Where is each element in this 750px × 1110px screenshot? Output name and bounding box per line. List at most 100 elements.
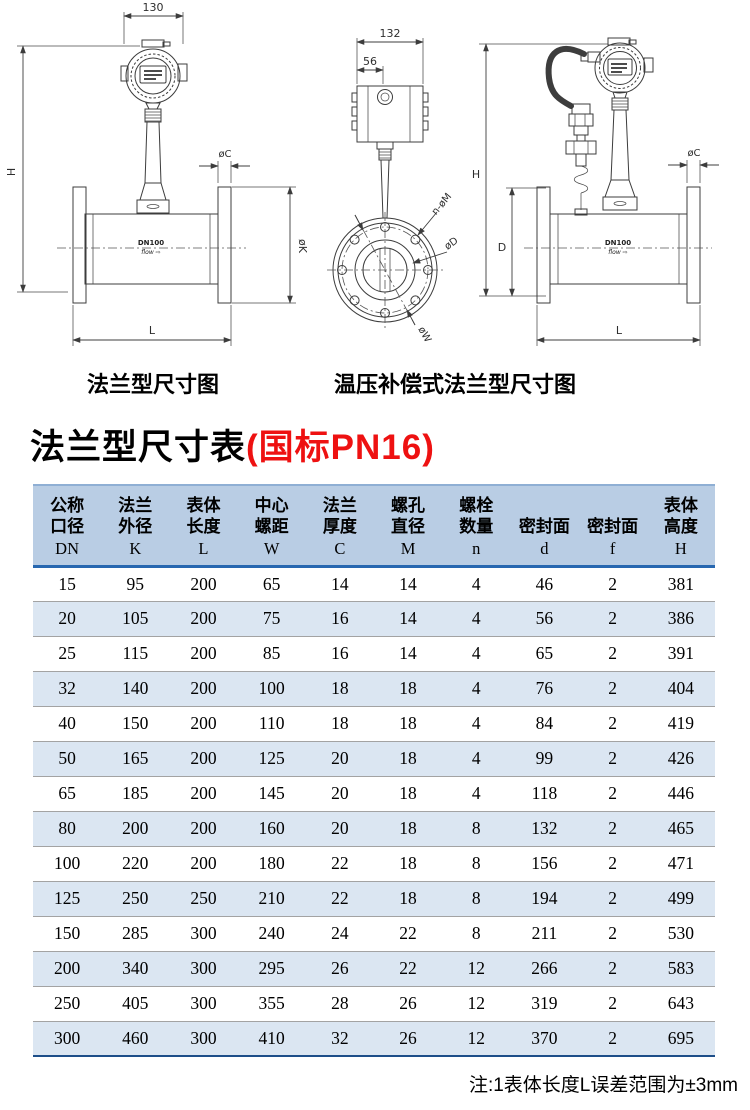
table-cell: 200 xyxy=(101,811,170,847)
cable-entry-boss xyxy=(377,89,393,105)
table-cell: 132 xyxy=(510,811,579,847)
table-cell: 140 xyxy=(101,671,170,707)
table-row: 50 165 200 125 20 18 4 99 2 426 xyxy=(33,741,715,777)
table-cell: 4 xyxy=(442,636,511,672)
table-cell: 419 xyxy=(646,706,715,742)
right-drawing-caption: 温压补偿式法兰型尺寸图 xyxy=(334,372,576,397)
table-cell: 100 xyxy=(33,846,102,882)
table-cell: 4 xyxy=(442,706,511,742)
table-cell: 2 xyxy=(578,776,647,812)
table-row: 25 115 200 85 16 14 4 65 2 391 xyxy=(33,636,715,672)
table-cell: 471 xyxy=(646,846,715,882)
table-cell: 386 xyxy=(646,601,715,637)
table-title-main: 法兰型尺寸表 xyxy=(30,428,247,467)
left-drawing-caption: 法兰型尺寸图 xyxy=(87,372,219,397)
table-cell: 22 xyxy=(373,916,443,952)
table-cell: 210 xyxy=(237,881,306,917)
table-cell: 200 xyxy=(169,811,238,847)
table-row: 40 150 200 110 18 18 4 84 2 419 xyxy=(33,706,715,742)
table-cell: 28 xyxy=(305,986,374,1022)
table-cell: 4 xyxy=(442,671,511,707)
table-cell: 12 xyxy=(442,951,511,987)
table-cell: 200 xyxy=(169,601,238,637)
table-cell: 115 xyxy=(101,636,170,672)
flow-direction-label: flow ⇨ xyxy=(141,249,160,256)
table-cell: 583 xyxy=(646,951,715,987)
table-cell: 156 xyxy=(510,846,579,882)
table-cell: 370 xyxy=(510,1021,579,1058)
table-cell: 22 xyxy=(305,881,374,917)
table-cell: 20 xyxy=(305,776,374,812)
table-header-row: 公称 口径 DN 法兰 外径 K 表体 长度 L 中心 螺距 W 法兰 厚度 C 螺孔 直径 M 螺栓 数量 n 密封面 d… xyxy=(33,483,715,568)
table-cell: 65 xyxy=(237,566,306,602)
table-cell: 2 xyxy=(578,846,647,882)
table-cell: 65 xyxy=(510,636,579,672)
left-flange xyxy=(536,186,551,304)
table-cell: 18 xyxy=(373,671,443,707)
table-cell: 18 xyxy=(373,741,443,777)
table-cell: 2 xyxy=(578,601,647,637)
table-cell: 26 xyxy=(305,951,374,987)
table-cell: 465 xyxy=(646,811,715,847)
table-cell: 200 xyxy=(33,951,102,987)
table-cell: 300 xyxy=(169,951,238,987)
table-cell: 20 xyxy=(305,741,374,777)
body-size-label: DN100 xyxy=(605,239,631,247)
table-cell: 75 xyxy=(237,601,306,637)
table-cell: 12 xyxy=(442,1021,511,1058)
table-cell: 100 xyxy=(237,671,306,707)
table-cell: 211 xyxy=(510,916,579,952)
table-cell: 14 xyxy=(373,601,443,637)
table-cell: 426 xyxy=(646,741,715,777)
table-cell: 18 xyxy=(305,706,374,742)
right-flange xyxy=(217,186,232,304)
table-cell: 200 xyxy=(169,846,238,882)
table-row: 100 220 200 180 22 18 8 156 2 471 xyxy=(33,846,715,882)
table-cell: 2 xyxy=(578,811,647,847)
table-cell: 160 xyxy=(237,811,306,847)
table-cell: 105 xyxy=(101,601,170,637)
temperature-probe xyxy=(565,103,597,216)
transmitter-head xyxy=(594,42,646,94)
table-cell: 200 xyxy=(169,636,238,672)
column-header: 螺栓 数量 n xyxy=(442,483,511,568)
table-cell: 250 xyxy=(169,881,238,917)
dim-label-length-right: L xyxy=(616,324,623,337)
table-cell: 4 xyxy=(442,776,511,812)
table-title-standard: (国标PN16) xyxy=(246,428,435,467)
table-cell: 18 xyxy=(373,881,443,917)
table-cell: 643 xyxy=(646,986,715,1022)
meter-mount-block xyxy=(136,199,170,214)
table-cell: 165 xyxy=(101,741,170,777)
table-cell: 14 xyxy=(373,636,443,672)
table-cell: 18 xyxy=(373,776,443,812)
table-cell: 12 xyxy=(442,986,511,1022)
table-cell: 2 xyxy=(578,566,647,602)
table-cell: 18 xyxy=(373,811,443,847)
dim-label-H-left: H xyxy=(5,168,18,176)
table-cell: 194 xyxy=(510,881,579,917)
table-cell: 18 xyxy=(305,671,374,707)
table-cell: 2 xyxy=(578,881,647,917)
table-cell: 410 xyxy=(237,1021,306,1058)
table-cell: 220 xyxy=(101,846,170,882)
table-cell: 14 xyxy=(373,566,443,602)
dim-label-meter-height: D xyxy=(498,241,506,254)
table-cell: 56 xyxy=(510,601,579,637)
table-row: 300 460 300 410 32 26 12 370 2 695 xyxy=(33,1021,715,1058)
table-cell: 20 xyxy=(33,601,102,637)
table-cell: 8 xyxy=(442,881,511,917)
table-cell: 499 xyxy=(646,881,715,917)
dim-label-bolt-holes: n-øM xyxy=(430,191,454,217)
table-cell: 4 xyxy=(442,566,511,602)
table-cell: 355 xyxy=(237,986,306,1022)
dim-label-flange-diameter: øK xyxy=(296,239,309,254)
table-row: 65 185 200 145 20 18 4 118 2 446 xyxy=(33,776,715,812)
table-cell: 200 xyxy=(169,741,238,777)
flow-direction-label: flow ⇨ xyxy=(608,249,627,256)
flexible-conduit xyxy=(545,46,587,109)
table-cell: 200 xyxy=(169,776,238,812)
table-cell: 200 xyxy=(169,671,238,707)
table-cell: 405 xyxy=(101,986,170,1022)
technical-drawings: 130 H xyxy=(5,1,719,397)
